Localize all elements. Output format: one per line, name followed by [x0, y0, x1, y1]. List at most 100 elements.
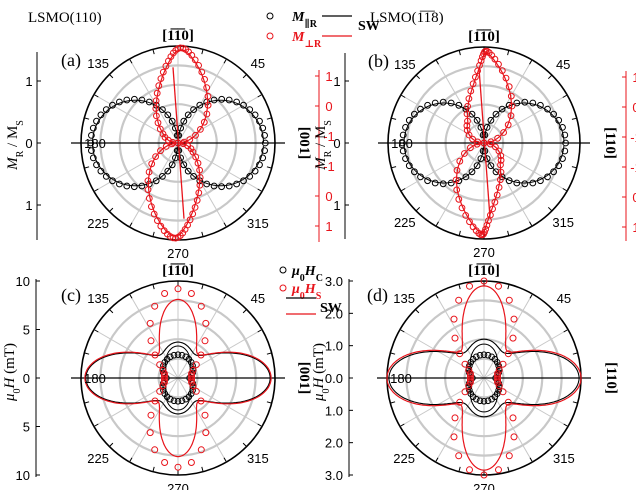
- angle-tick: [93, 188, 99, 192]
- data-point-m-perp: [145, 195, 153, 202]
- data-point-m-perp: [463, 110, 471, 118]
- data-point-m-perp: [179, 140, 187, 148]
- data-point-m-perp: [196, 166, 204, 174]
- data-point-m-perp: [159, 68, 167, 76]
- data-point-hs: [509, 334, 517, 342]
- data-point-m-perp: [494, 134, 502, 142]
- data-point-m-parallel: [544, 173, 551, 181]
- legend-label-m-perp: M⊥R: [291, 30, 322, 50]
- data-point-m-parallel: [203, 180, 211, 188]
- data-point-m-parallel: [246, 173, 254, 180]
- data-point-hc: [160, 362, 167, 370]
- data-point-m-parallel: [417, 173, 424, 181]
- data-point-hs: [504, 398, 512, 406]
- ylabel-mr-ms-text: MR / MS: [313, 120, 334, 171]
- data-point-hc: [493, 390, 501, 398]
- data-point-m-perp: [195, 189, 203, 197]
- angle-tick: [529, 293, 533, 299]
- direction-top-label: [1̅1̅0]: [162, 263, 194, 279]
- data-point-m-perp: [154, 119, 162, 127]
- data-point-hs: [188, 378, 196, 386]
- angle-tick: [415, 74, 421, 80]
- data-point-m-parallel: [402, 155, 409, 163]
- data-point-m-perp: [504, 121, 512, 129]
- data-point-m-parallel: [190, 173, 198, 180]
- data-point-m-perp: [203, 84, 211, 91]
- data-point-m-perp: [500, 129, 508, 136]
- grid-spoke: [177, 293, 227, 379]
- data-point-m-parallel: [399, 147, 407, 155]
- data-point-m-parallel: [87, 139, 95, 147]
- data-point-hc: [466, 362, 473, 370]
- angle-tick: [563, 329, 569, 333]
- left-tick-label: 0: [333, 136, 340, 151]
- data-point-m-perp: [465, 95, 473, 102]
- data-point-m-parallel: [246, 106, 254, 113]
- angle-label-135: 135: [87, 56, 109, 71]
- angle-label-315: 315: [553, 451, 575, 466]
- data-point-m-parallel: [225, 96, 233, 104]
- angle-tick: [242, 309, 247, 314]
- panel-letter: (d): [367, 285, 388, 306]
- angle-tick: [548, 442, 553, 447]
- data-point-hs: [160, 370, 168, 378]
- series-group-0: [87, 44, 269, 242]
- data-point-hs: [161, 459, 169, 466]
- data-point-m-perp: [144, 177, 152, 185]
- data-point-hs: [188, 374, 196, 382]
- data-point-m-perp: [473, 140, 481, 148]
- data-point-hc: [476, 351, 484, 359]
- grid-spoke: [435, 142, 485, 227]
- grid-spoke: [129, 142, 179, 228]
- legend-label-m-perp-text: M⊥R: [291, 30, 322, 50]
- data-point-m-perp: [469, 80, 477, 88]
- data-point-hs: [151, 446, 159, 454]
- data-point-hs: [465, 382, 473, 390]
- data-point-m-perp: [455, 195, 463, 203]
- angle-label-225: 225: [393, 451, 415, 466]
- data-point-m-parallel: [521, 180, 529, 188]
- data-point-hs: [187, 290, 195, 297]
- angle-label-315: 315: [247, 216, 269, 231]
- angle-tick: [109, 74, 114, 79]
- data-point-m-parallel: [550, 110, 557, 118]
- ylabel-mu0h-text: μ0H (mT): [2, 343, 23, 402]
- data-point-m-parallel: [256, 117, 263, 125]
- data-point-m-parallel: [487, 116, 495, 124]
- data-point-m-parallel: [431, 179, 439, 187]
- angle-label-180: 180: [84, 136, 106, 151]
- right-tick-label: 0: [325, 99, 332, 114]
- angle-tick: [223, 293, 227, 299]
- data-point-hs: [187, 459, 195, 466]
- right-tick-label: 0: [325, 189, 332, 204]
- angle-label-315: 315: [247, 451, 269, 466]
- data-point-hc: [182, 353, 189, 361]
- data-point-hs: [174, 463, 182, 471]
- left-tick-label: 1: [333, 198, 340, 213]
- angle-tick: [458, 466, 461, 472]
- angle-tick: [435, 293, 439, 299]
- angle-tick: [266, 352, 272, 355]
- data-point-hs: [146, 319, 154, 327]
- angle-tick: [129, 457, 133, 463]
- data-point-m-parallel: [109, 101, 116, 109]
- data-point-m-parallel: [233, 98, 241, 106]
- data-point-m-parallel: [218, 95, 226, 103]
- angle-label-135: 135: [87, 291, 109, 306]
- direction-top-label: [1̅1̅0]: [468, 263, 500, 279]
- grid-spoke: [129, 377, 179, 463]
- data-point-m-perp: [477, 57, 485, 65]
- data-point-m-perp: [159, 130, 167, 138]
- data-point-m-perp: [467, 144, 474, 152]
- ylabel-mu0h-text: μ0H (mT): [311, 343, 332, 402]
- data-point-m-perp: [505, 83, 513, 91]
- data-point-m-parallel: [483, 155, 491, 163]
- radial-tick-label: 1.0: [325, 403, 343, 418]
- data-point-hs: [494, 370, 502, 378]
- data-point-m-parallel: [261, 139, 269, 147]
- data-point-hc: [467, 359, 475, 366]
- grid-spoke: [400, 94, 485, 144]
- angle-tick: [435, 59, 439, 65]
- angle-tick: [571, 117, 577, 120]
- data-point-m-parallel: [537, 101, 544, 109]
